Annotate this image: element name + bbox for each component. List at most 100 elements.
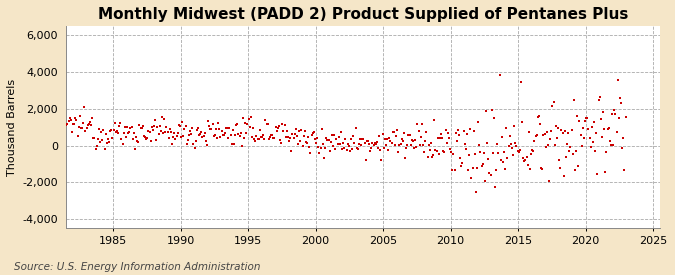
Point xyxy=(346,136,356,141)
Point xyxy=(246,135,257,140)
Point xyxy=(347,147,358,152)
Point xyxy=(153,131,164,136)
Point xyxy=(604,139,615,144)
Point xyxy=(513,150,524,154)
Point xyxy=(140,135,151,139)
Point xyxy=(300,128,310,133)
Point xyxy=(92,136,103,141)
Point xyxy=(465,127,476,132)
Point xyxy=(458,129,469,133)
Point xyxy=(577,126,588,131)
Point xyxy=(516,120,527,125)
Point xyxy=(104,140,115,144)
Point xyxy=(401,146,412,150)
Point xyxy=(281,128,292,133)
Point xyxy=(587,125,597,129)
Point xyxy=(464,153,475,158)
Point xyxy=(591,130,601,135)
Point xyxy=(240,120,250,125)
Point xyxy=(213,121,223,126)
Point xyxy=(226,142,237,147)
Point xyxy=(327,144,338,148)
Point xyxy=(163,136,174,140)
Point xyxy=(450,131,461,135)
Y-axis label: Thousand Barrels: Thousand Barrels xyxy=(7,79,17,176)
Point xyxy=(373,146,383,150)
Point xyxy=(209,133,220,137)
Point xyxy=(292,133,302,138)
Point xyxy=(97,138,108,142)
Point xyxy=(354,136,365,141)
Point xyxy=(428,152,439,157)
Point xyxy=(411,145,422,150)
Point xyxy=(96,130,107,134)
Point xyxy=(63,119,74,123)
Point xyxy=(111,130,122,134)
Point xyxy=(602,127,613,131)
Point xyxy=(374,133,385,138)
Point xyxy=(492,141,503,146)
Point xyxy=(141,137,152,141)
Point xyxy=(155,129,166,134)
Point xyxy=(506,142,516,146)
Point xyxy=(455,156,466,161)
Point xyxy=(132,139,142,143)
Point xyxy=(467,166,478,170)
Point xyxy=(261,122,272,127)
Point xyxy=(308,130,319,134)
Point xyxy=(192,128,202,132)
Point xyxy=(286,149,297,153)
Point xyxy=(614,116,624,120)
Point xyxy=(117,141,128,146)
Point xyxy=(442,131,453,135)
Point xyxy=(354,142,364,146)
Point xyxy=(196,130,207,134)
Point xyxy=(252,137,263,141)
Point xyxy=(227,128,238,132)
Point xyxy=(448,152,459,156)
Point xyxy=(418,150,429,155)
Point xyxy=(287,131,298,136)
Point xyxy=(330,147,341,152)
Point xyxy=(457,160,468,165)
Point xyxy=(199,131,210,135)
Point xyxy=(546,129,557,133)
Point xyxy=(350,126,361,130)
Point xyxy=(360,158,371,162)
Point xyxy=(557,130,568,135)
Point xyxy=(103,137,113,142)
Point xyxy=(438,149,449,153)
Point xyxy=(95,139,105,144)
Point xyxy=(182,141,192,146)
Point xyxy=(94,126,105,131)
Point xyxy=(377,132,388,136)
Point xyxy=(395,142,406,147)
Point xyxy=(519,158,530,163)
Point xyxy=(256,134,267,139)
Point xyxy=(375,148,385,152)
Point xyxy=(185,129,196,133)
Point xyxy=(202,143,213,147)
Point xyxy=(381,143,392,147)
Point xyxy=(266,133,277,138)
Point xyxy=(294,129,304,133)
Point xyxy=(568,98,579,102)
Point xyxy=(87,116,98,120)
Point xyxy=(89,136,100,141)
Point xyxy=(334,142,345,146)
Point xyxy=(420,139,431,143)
Point xyxy=(491,168,502,173)
Point xyxy=(278,129,289,133)
Point xyxy=(495,158,506,162)
Point xyxy=(239,136,250,140)
Point xyxy=(400,156,410,160)
Point xyxy=(386,141,397,146)
Point xyxy=(593,98,604,102)
Point xyxy=(466,175,477,180)
Point xyxy=(136,126,147,130)
Point xyxy=(126,125,137,129)
Point xyxy=(549,142,560,147)
Point xyxy=(415,135,426,139)
Point xyxy=(244,125,255,130)
Point xyxy=(259,137,270,141)
